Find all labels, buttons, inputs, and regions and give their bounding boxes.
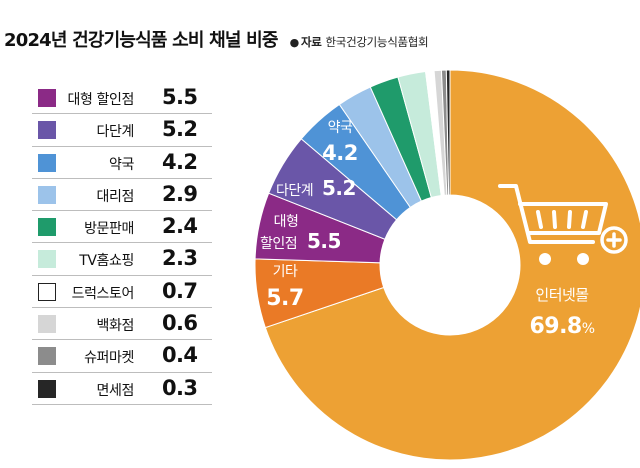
legend-label: 슈퍼마켓 [84,350,134,367]
source-note: ● 자료 한국건강기능식품협회 [290,34,429,50]
slice-label-value: 4.2 [322,141,358,165]
source-bullet: ● [289,36,300,49]
legend-row: 다단계 5.2 [32,114,212,147]
legend-swatch [38,250,56,269]
legend-value: 2.3 [162,246,198,271]
legend-label: 드럭스토어 [71,285,135,302]
source-name: 한국건강기능식품협회 [325,35,429,49]
legend-swatch [38,347,56,366]
legend-swatch [38,379,56,398]
legend-swatch [38,153,56,172]
legend-label: 면세점 [96,382,135,399]
legend-swatch [38,282,56,301]
legend-value: 0.7 [162,278,198,303]
slice-label-value: 5.2 [322,176,356,200]
legend-row: 드럭스토어 0.7 [32,276,212,309]
legend-label: TV홈쇼핑 [79,253,134,270]
legend-swatch [38,121,56,140]
legend-label: 대형 할인점 [67,92,135,108]
slice-label-value: 5.5 [307,229,341,253]
slice-label-name: 기타 [273,264,298,280]
legend-row: 슈퍼마켓 0.4 [32,340,212,373]
legend-label: 백화점 [96,318,135,335]
legend-value: 0.3 [162,375,198,400]
slice-label-unit: % [582,321,595,337]
source-label: 자료 [300,35,322,49]
legend-swatch [38,185,56,204]
legend-value: 4.2 [162,149,198,174]
donut-slice [264,69,640,461]
chart-legend: 대형 할인점 5.5 다단계 5.2 약국 4.2 대리점 2.9 방문판매 2.4 TV홈쇼핑 2.… [32,82,212,405]
legend-label: 다단계 [96,124,135,141]
legend-label: 대리점 [96,188,135,205]
slice-label-name: 대형 [274,214,299,230]
legend-swatch [38,218,56,237]
legend-row: 대형 할인점 5.5 [32,82,212,115]
legend-row: 백화점 0.6 [32,308,212,341]
legend-value: 5.2 [162,117,198,142]
legend-value: 2.9 [162,181,198,206]
legend-row: 면세점 0.3 [32,373,212,405]
legend-swatch [38,89,56,107]
legend-value: 0.4 [162,343,198,368]
slice-label-name: 약국 [328,120,353,136]
slice-label-name: 할인점 [260,236,297,252]
slice-label-value: 5.7 [266,286,303,311]
donut-slice [445,69,451,196]
legend-value: 0.6 [162,311,198,336]
legend-label: 방문판매 [84,221,134,238]
legend-row: TV홈쇼핑 2.3 [32,243,212,276]
chart-title: 2024년 건강기능식품 소비 채널 비중 [4,30,278,51]
legend-row: 약국 4.2 [32,147,212,179]
slice-label-name: 인터넷몰 [535,286,588,304]
chart-header: 2024년 건강기능식품 소비 채널 비중 ● 자료 한국건강기능식품협회 [4,26,429,51]
legend-swatch [38,315,56,334]
shopping-cart-plus-icon [498,184,628,265]
legend-value: 2.4 [162,214,198,239]
legend-label: 약국 [109,156,134,173]
legend-value: 5.5 [162,85,198,109]
slice-label-name: 다단계 [276,183,313,199]
legend-row: 방문판매 2.4 [32,211,212,244]
legend-row: 대리점 2.9 [32,179,212,212]
